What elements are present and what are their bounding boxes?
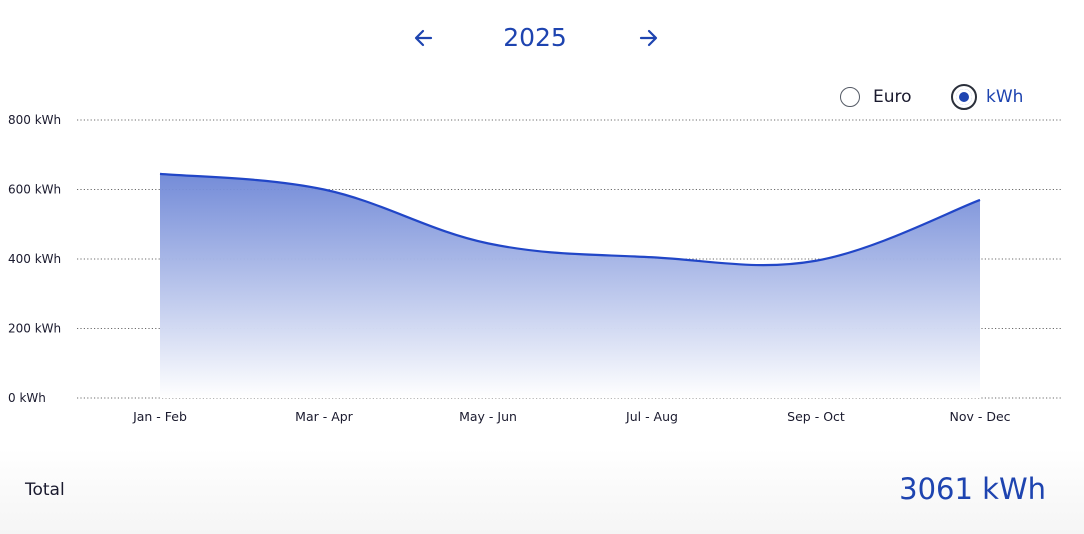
x-tick-label: Jan - Feb: [132, 409, 187, 424]
y-tick-label: 0 kWh: [8, 391, 46, 405]
series-line: [159, 172, 981, 267]
x-tick-label: Nov - Dec: [949, 409, 1010, 424]
unit-option-euro[interactable]: Euro: [840, 81, 912, 113]
series-area: [160, 173, 980, 398]
y-tick-label: 600 kWh: [8, 183, 61, 197]
y-tick-label: 800 kWh: [8, 113, 61, 127]
x-tick-label: May - Jun: [459, 409, 517, 424]
y-tick-label: 400 kWh: [8, 252, 61, 266]
x-tick-label: Mar - Apr: [295, 409, 354, 424]
total-value: 3061 kWh: [899, 472, 1046, 506]
unit-option-label: kWh: [986, 87, 1024, 107]
consumption-chart: 0 kWh 200 kWh 400 kWh 600 kWh 800 kWh Jan - …: [0, 100, 1084, 440]
arrow-left-icon: [414, 29, 433, 47]
x-tick-label: Sep - Oct: [787, 409, 845, 424]
unit-toggle: Euro kWh: [836, 81, 1046, 113]
radio-checked-icon[interactable]: [951, 84, 977, 110]
next-year-button[interactable]: [630, 18, 666, 58]
total-footer: Total 3061 kWh: [0, 448, 1084, 534]
year-label: 2025: [503, 23, 567, 52]
arrow-right-icon: [639, 29, 658, 47]
year-navigator: 2025: [0, 18, 1084, 58]
total-label: Total: [25, 480, 65, 500]
area-chart: 0 kWh 200 kWh 400 kWh 600 kWh 800 kWh Jan - …: [8, 113, 1062, 424]
unit-option-kwh[interactable]: kWh: [951, 81, 1024, 113]
x-tick-label: Jul - Aug: [625, 409, 678, 424]
y-tick-label: 200 kWh: [8, 322, 61, 336]
previous-year-button[interactable]: [406, 18, 442, 58]
radio-unchecked-icon[interactable]: [840, 87, 860, 107]
unit-option-label: Euro: [873, 87, 912, 107]
